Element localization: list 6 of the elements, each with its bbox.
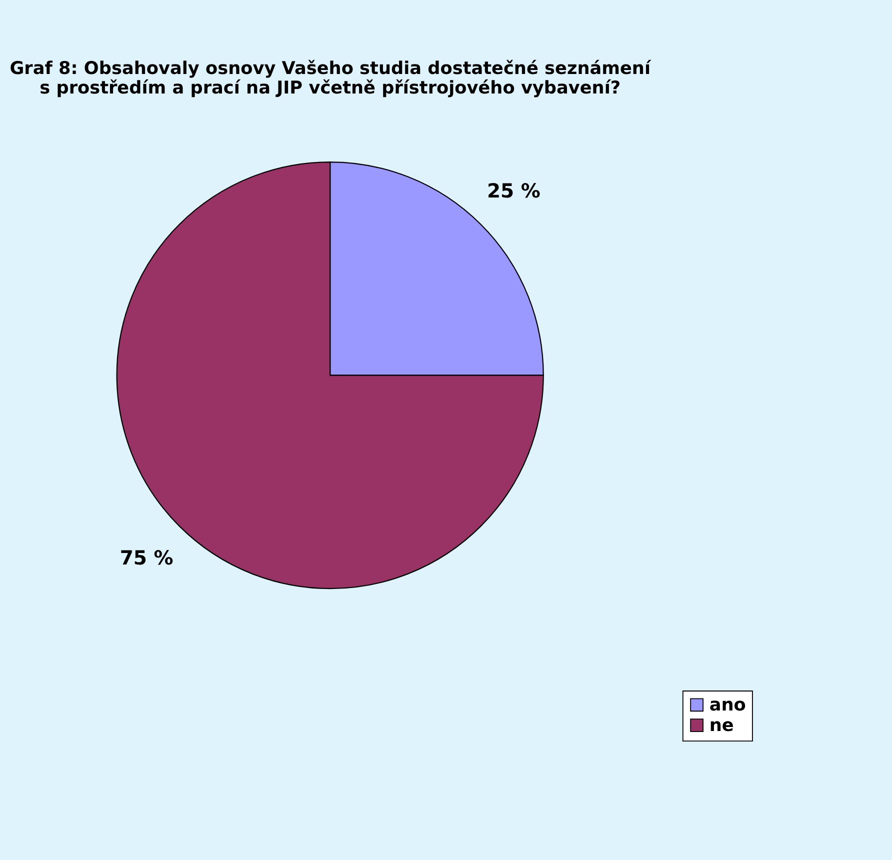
- legend-label: ne: [709, 716, 734, 736]
- data-label: 25 %: [486, 179, 540, 202]
- data-label: 75 %: [120, 546, 174, 570]
- pie-slice: [116, 161, 544, 589]
- legend-label: ano: [709, 695, 746, 716]
- chart-title: Graf 8: Obsahovaly osnovy Vašeho studia dostatečné seznámení s prostředím a prací na JIP včetně přístrojového vybavení?: [10, 58, 652, 98]
